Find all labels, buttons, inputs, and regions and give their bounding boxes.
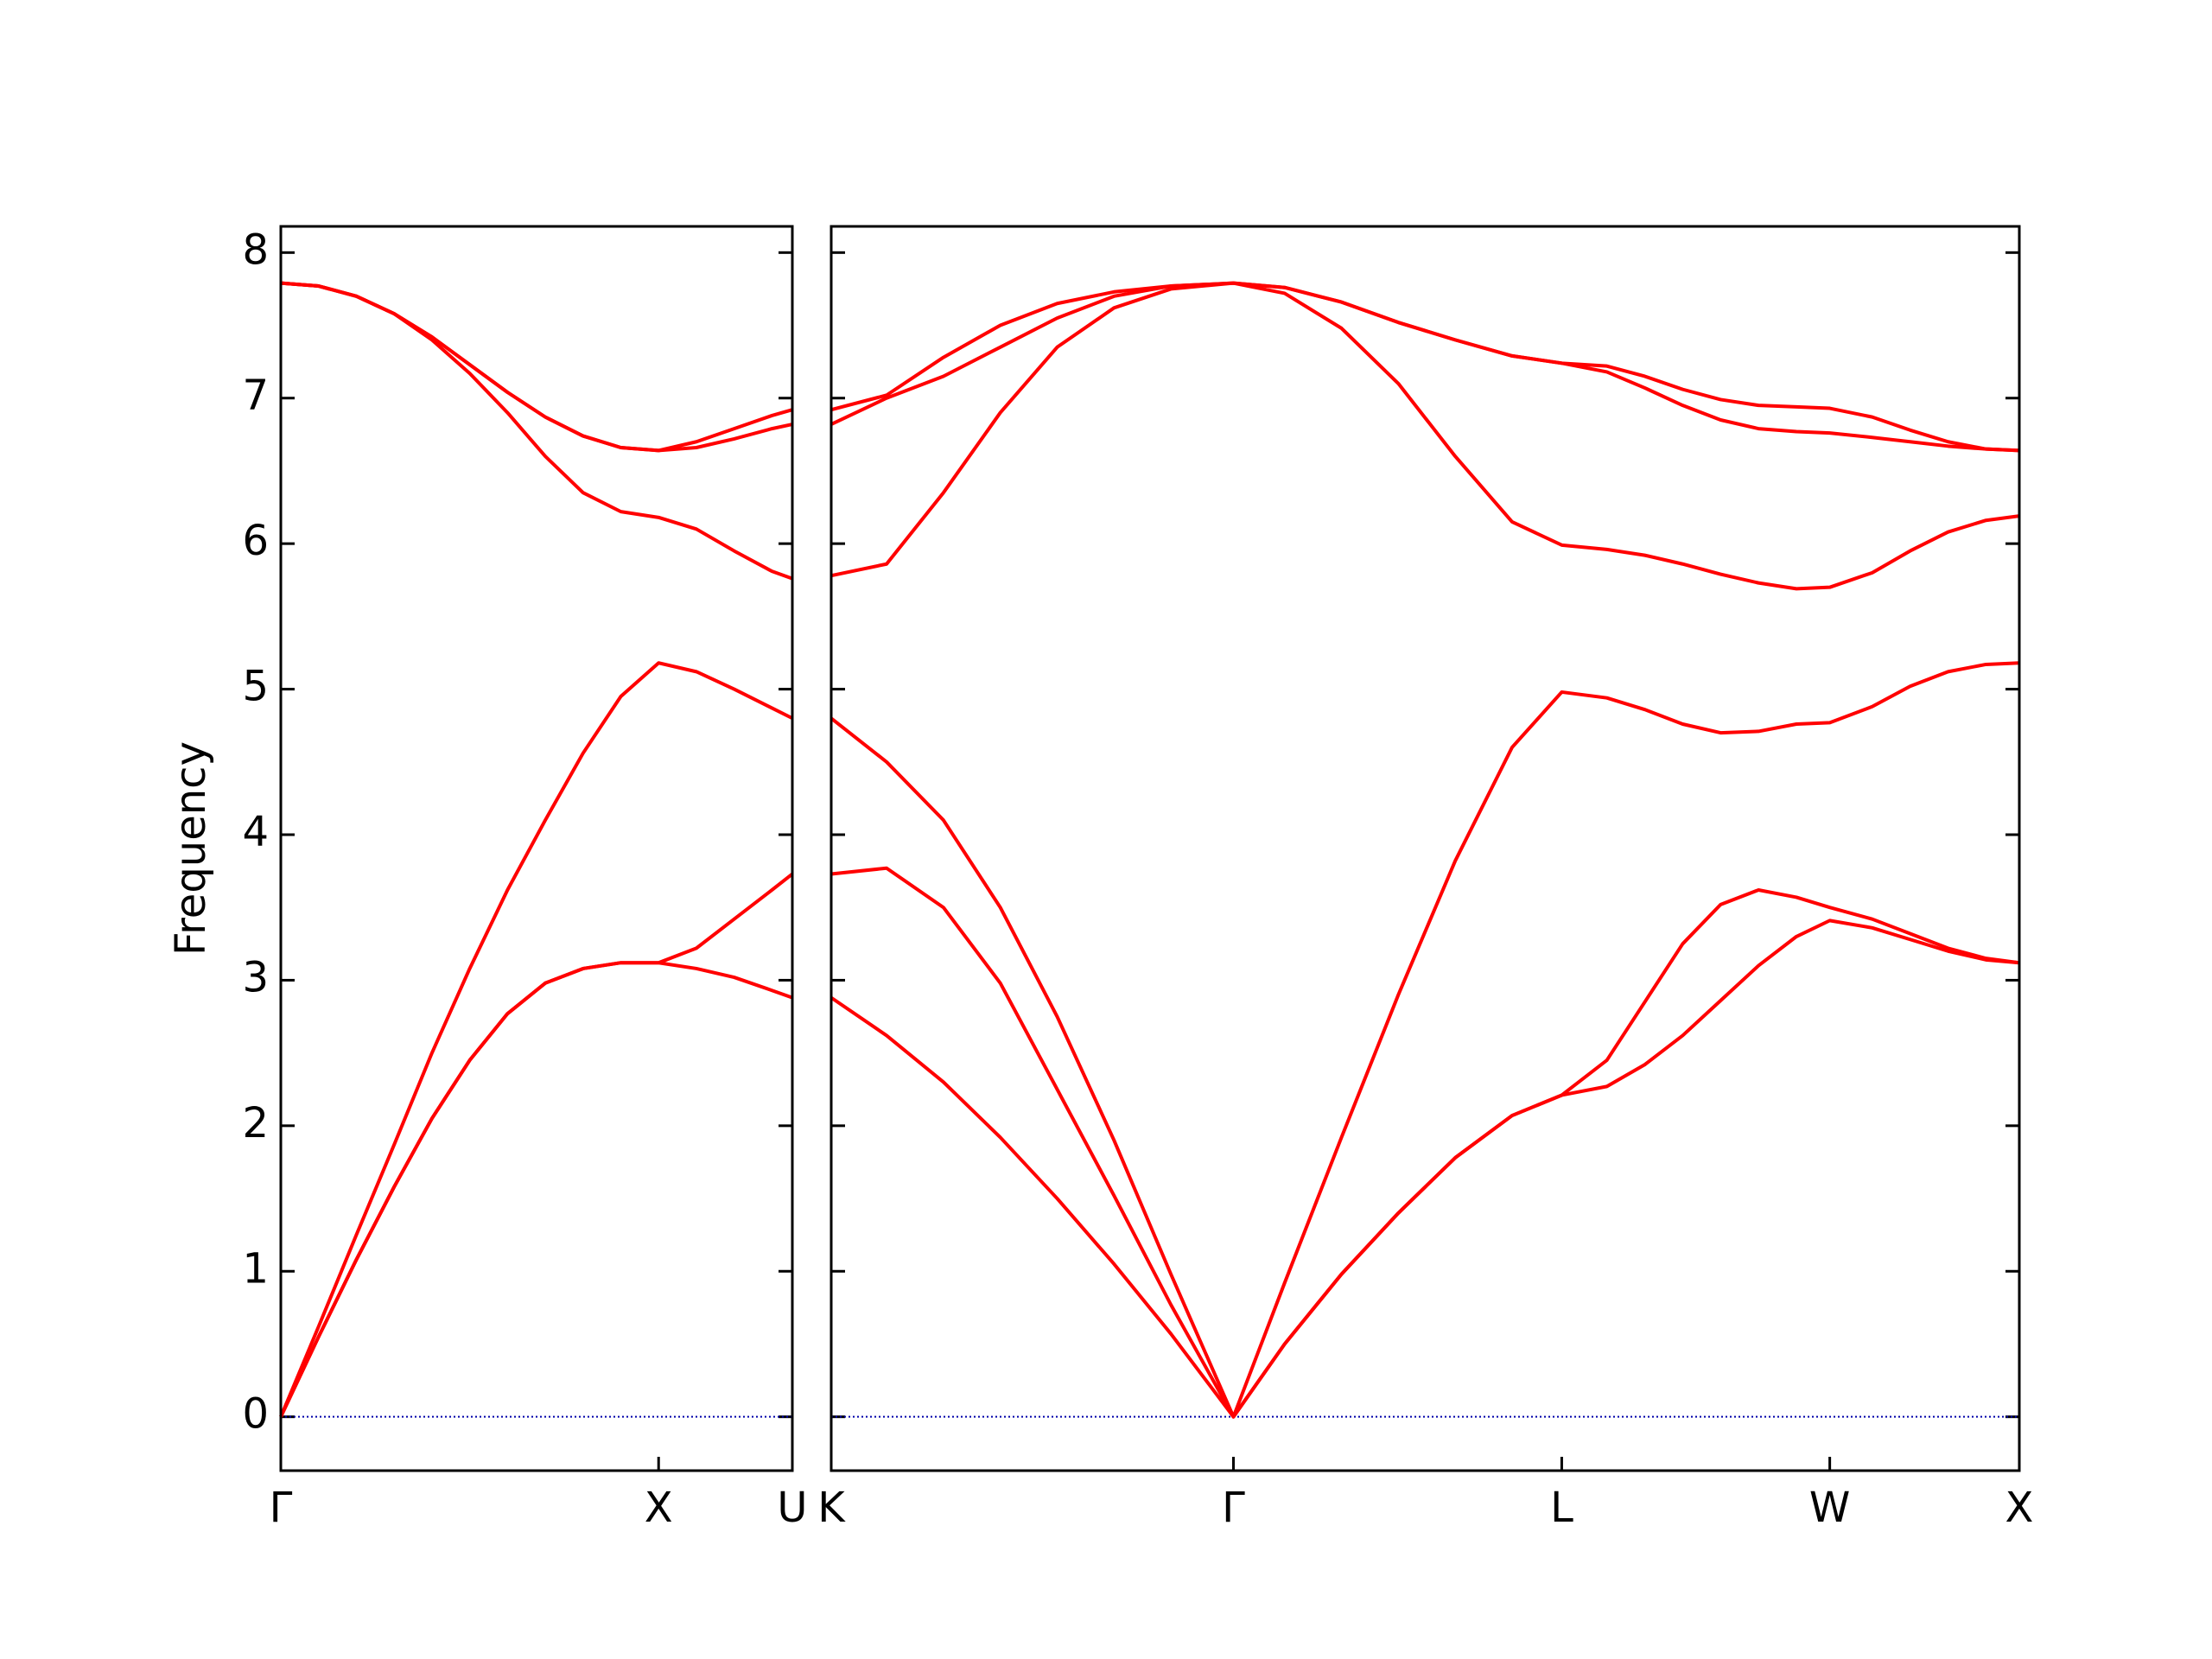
x-tick-label: L bbox=[1550, 1484, 1573, 1532]
band-line bbox=[279, 872, 794, 1418]
y-tick-label: 1 bbox=[242, 1244, 269, 1293]
x-tick-label: X bbox=[2005, 1484, 2034, 1532]
y-tick-label: 2 bbox=[242, 1099, 269, 1147]
band-line bbox=[830, 281, 2020, 453]
band-line bbox=[830, 281, 2020, 591]
y-axis-label: Frequency bbox=[167, 741, 215, 956]
y-tick-label: 7 bbox=[242, 372, 269, 420]
plot-frame bbox=[830, 225, 2021, 1472]
x-tick-label: W bbox=[1809, 1484, 1850, 1532]
x-tick-label: Γ bbox=[270, 1484, 293, 1532]
plot-frame bbox=[279, 225, 794, 1472]
band-line bbox=[279, 661, 793, 1418]
x-tick-label: K bbox=[817, 1484, 846, 1532]
y-tick-label: 5 bbox=[242, 663, 269, 711]
band-line bbox=[830, 918, 2020, 1419]
x-tick-label: Γ bbox=[1222, 1484, 1245, 1532]
y-tick-label: 8 bbox=[242, 226, 269, 274]
y-tick-label: 0 bbox=[242, 1390, 269, 1439]
band-line bbox=[830, 866, 2020, 1419]
x-tick-label: X bbox=[645, 1484, 673, 1532]
y-tick-label: 3 bbox=[242, 953, 269, 1001]
band-line bbox=[280, 281, 793, 453]
y-tick-label: 4 bbox=[242, 808, 269, 856]
band-line bbox=[279, 961, 793, 1418]
x-tick-label: U bbox=[777, 1484, 807, 1532]
band-line bbox=[830, 661, 2020, 1419]
band-line bbox=[830, 281, 2020, 453]
y-tick-label: 6 bbox=[242, 517, 269, 565]
band-line bbox=[280, 281, 793, 453]
band-line bbox=[280, 281, 793, 581]
